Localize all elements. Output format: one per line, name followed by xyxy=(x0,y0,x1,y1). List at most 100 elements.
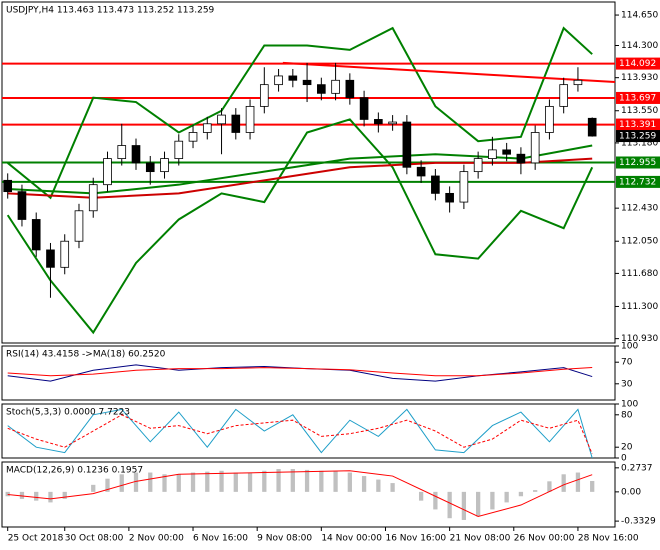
x-tick-label: 9 Nov 08:00 xyxy=(257,534,312,544)
level-label: 112.732 xyxy=(619,177,656,187)
candle-body xyxy=(359,97,369,120)
y-tick-label: 111.300 xyxy=(621,302,658,312)
panel-frame xyxy=(1,1,616,344)
level-label: 113.391 xyxy=(619,120,656,130)
y-tick-label: 30 xyxy=(621,379,633,389)
candle-body xyxy=(202,123,212,133)
macd-bar xyxy=(262,470,267,492)
candle-body xyxy=(160,158,169,173)
macd-bar xyxy=(205,471,210,492)
panel-title: RSI(14) 43.4158 ->MA(18) 60.2520 xyxy=(6,350,166,360)
macd-bar xyxy=(219,470,224,492)
macd-bar xyxy=(447,491,452,519)
macd-bar xyxy=(190,472,196,492)
candle-body xyxy=(3,179,13,193)
candle-body xyxy=(17,191,27,220)
macd-bar xyxy=(62,491,67,499)
candle-body xyxy=(374,119,383,125)
candle-body xyxy=(46,249,55,268)
x-tick-label: 25 Oct 2018 xyxy=(8,534,64,544)
candle-body xyxy=(345,79,355,99)
candle-body xyxy=(274,75,283,86)
macd-bar xyxy=(390,483,395,492)
candle-body xyxy=(131,145,141,164)
macd-bar xyxy=(148,472,153,492)
macd-bar xyxy=(176,474,181,492)
macd-bar xyxy=(162,474,167,492)
candle-body xyxy=(473,158,483,173)
macd-bar xyxy=(290,469,295,492)
candle-body xyxy=(516,153,526,164)
candle-body xyxy=(317,84,326,94)
panel-title: Stoch(5,3,3) 0.0000 7.7223 xyxy=(6,408,130,418)
macd-bar xyxy=(561,474,566,492)
y-tick-label: 110.930 xyxy=(621,334,658,344)
level-label: 113.697 xyxy=(619,93,656,103)
macd-bar xyxy=(19,491,25,499)
macd-bar xyxy=(361,476,367,492)
macd-bar xyxy=(119,474,124,492)
macd-bar xyxy=(304,469,310,492)
candle-body xyxy=(88,184,98,212)
macd-bar xyxy=(575,472,581,492)
panel-frame xyxy=(1,461,616,528)
level-label-box xyxy=(616,175,660,188)
y-tick-label: -0.3329 xyxy=(621,517,656,527)
macd-bar xyxy=(347,472,352,492)
macd-bar xyxy=(91,484,96,492)
level-label-box xyxy=(616,57,660,70)
overlay-line xyxy=(7,26,593,200)
y-tick-label: 20 xyxy=(621,443,633,453)
candle-body xyxy=(331,79,340,94)
macd-bar xyxy=(133,472,139,492)
candle-body xyxy=(117,145,127,159)
y-tick-label: 114.650 xyxy=(621,11,658,21)
overlay-line xyxy=(282,61,616,84)
candle-body xyxy=(231,114,241,133)
candle-body xyxy=(145,162,155,173)
overlay-line xyxy=(6,118,594,335)
candle-body xyxy=(488,149,497,159)
y-tick-label: 112.050 xyxy=(621,237,658,247)
overlay-line xyxy=(7,157,593,199)
y-tick-label: 113.930 xyxy=(621,73,658,83)
y-tick-label: 113.550 xyxy=(621,106,658,116)
macd-bar xyxy=(48,491,53,503)
macd-bar xyxy=(333,470,338,492)
level-label-box xyxy=(616,118,660,131)
macd-bar xyxy=(247,472,253,492)
candle-body xyxy=(545,105,554,133)
macd-bar xyxy=(590,481,595,492)
macd-bar xyxy=(533,490,538,492)
y-tick-label: 114.300 xyxy=(621,41,658,51)
candle-body xyxy=(60,240,70,268)
indicator-line xyxy=(7,366,593,377)
level-label: 112.955 xyxy=(619,158,656,168)
candle-body xyxy=(559,84,568,107)
candle-body xyxy=(31,219,41,251)
level-label-box xyxy=(616,91,660,104)
macd-bar xyxy=(105,478,110,492)
panel-title: USDJPY,H4 113.463 113.473 113.252 113.25… xyxy=(6,6,215,16)
x-tick-label: 21 Nov 08:00 xyxy=(450,534,511,544)
candle-body xyxy=(103,158,112,186)
y-tick-label: 100 xyxy=(621,400,638,410)
candle-body xyxy=(459,171,469,203)
y-tick-label: 111.680 xyxy=(621,269,658,279)
macd-bar xyxy=(504,491,509,503)
y-tick-label: 0.00 xyxy=(621,487,641,497)
x-tick-label: 14 Nov 00:00 xyxy=(321,534,382,544)
macd-bar xyxy=(34,491,39,501)
price-label: 113.259 xyxy=(619,132,656,142)
candle-body xyxy=(388,121,397,125)
macd-bar xyxy=(376,479,381,492)
x-tick-label: 6 Nov 16:00 xyxy=(193,534,248,544)
candle-body xyxy=(530,132,540,164)
y-tick-label: 0.2737 xyxy=(621,463,653,473)
x-tick-label: 26 Nov 00:00 xyxy=(514,534,575,544)
y-tick-label: 70 xyxy=(621,358,633,368)
macd-bar xyxy=(490,491,495,510)
indicator-line xyxy=(7,470,593,517)
indicator-line xyxy=(7,408,593,459)
